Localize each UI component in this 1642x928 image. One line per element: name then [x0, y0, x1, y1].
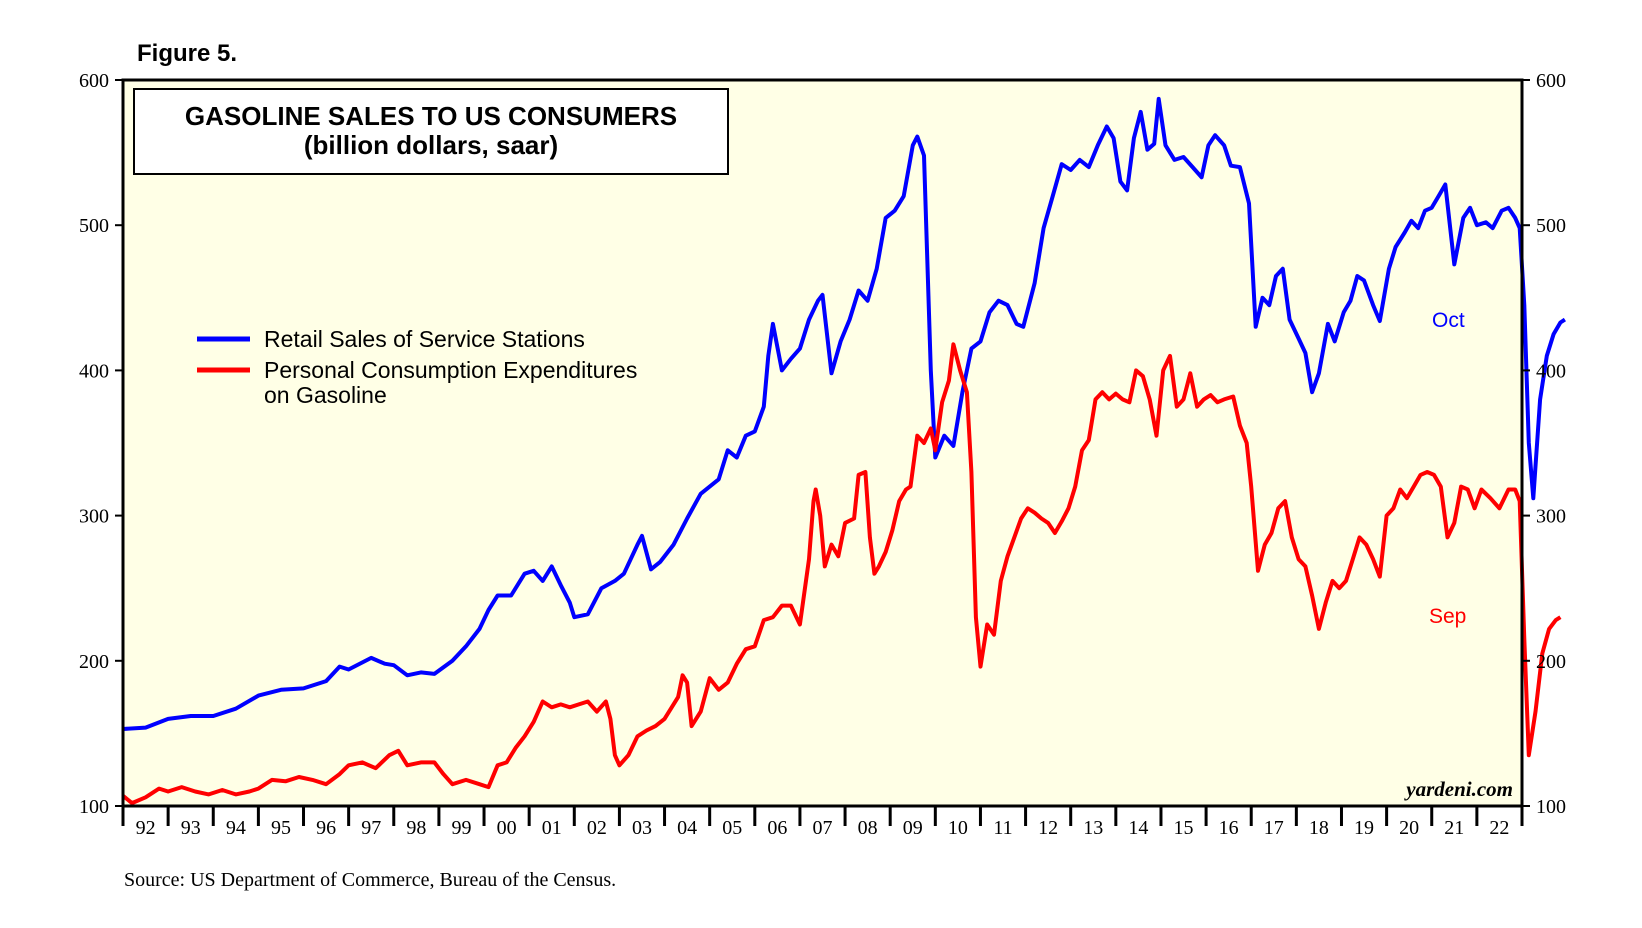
figure-label: Figure 5. [137, 40, 237, 67]
legend-label-red-line1: Personal Consumption Expenditures [264, 357, 637, 383]
series-end-label-red: Sep [1429, 605, 1466, 628]
x-tick-label: 12 [1038, 817, 1058, 839]
x-tick-label: 93 [181, 817, 201, 839]
x-tick-label: 19 [1354, 817, 1374, 839]
x-tick-label: 18 [1309, 817, 1329, 839]
x-tick-label: 17 [1264, 817, 1284, 839]
x-tick-label: 02 [587, 817, 607, 839]
x-tick-label: 95 [271, 817, 291, 839]
y-tick-label-right: 500 [1536, 215, 1566, 237]
x-tick-label: 16 [1219, 817, 1239, 839]
x-tick-label: 10 [948, 817, 968, 839]
x-tick-label: 99 [451, 817, 471, 839]
x-tick-label: 13 [1083, 817, 1103, 839]
x-tick-label: 97 [361, 817, 381, 839]
x-tick-label: 22 [1489, 817, 1509, 839]
watermark: yardeni.com [1403, 777, 1513, 801]
series-line-retail-sales [122, 96, 1566, 731]
plot-frame [121, 78, 1524, 808]
x-tick-label: 00 [497, 817, 517, 839]
y-tick-label-right: 100 [1536, 796, 1566, 818]
x-tick-label: 07 [813, 817, 833, 839]
x-tick-label: 08 [858, 817, 878, 839]
x-tick-label: 09 [903, 817, 923, 839]
x-tick-label: 96 [316, 817, 336, 839]
x-tick-label: 14 [1128, 817, 1148, 839]
y-tick-label-left: 100 [79, 796, 109, 818]
y-tick-label-right: 200 [1536, 651, 1566, 673]
x-tick-label: 06 [767, 817, 787, 839]
y-tick-label-right: 400 [1536, 360, 1566, 382]
x-tick-label: 98 [406, 817, 426, 839]
x-tick-label: 15 [1174, 817, 1194, 839]
legend: Retail Sales of Service Stations Persona… [197, 326, 637, 408]
series-line-pce-gasoline [121, 342, 1562, 806]
source-note: Source: US Department of Commerce, Burea… [124, 869, 616, 891]
y-tick-label-left: 500 [79, 215, 109, 237]
title-box [133, 88, 729, 175]
y-tick-label-left: 200 [79, 651, 109, 673]
x-tick-label: 21 [1444, 817, 1464, 839]
chart-subtitle: (billion dollars, saar) [304, 130, 558, 160]
y-tick-label-right: 300 [1536, 506, 1566, 528]
legend-label-red-line2: on Gasoline [264, 382, 387, 408]
x-tick-label: 11 [993, 817, 1012, 839]
x-tick-label: 05 [722, 817, 742, 839]
x-tick-label: 92 [136, 817, 156, 839]
x-tick-label: 20 [1399, 817, 1419, 839]
series-end-label-blue: Oct [1432, 309, 1465, 332]
y-tick-label-left: 300 [79, 506, 109, 528]
x-tick-label: 01 [542, 817, 562, 839]
y-tick-label-left: 400 [79, 360, 109, 382]
y-tick-label-left: 600 [79, 70, 109, 92]
x-tick-label: 04 [677, 817, 697, 839]
legend-label-blue: Retail Sales of Service Stations [264, 326, 585, 352]
y-tick-label-right: 600 [1536, 70, 1566, 92]
series-group [121, 96, 1566, 806]
x-tick-label: 94 [226, 817, 246, 839]
plot-area [123, 80, 1522, 806]
x-tick-label: 03 [632, 817, 652, 839]
chart-title: GASOLINE SALES TO US CONSUMERS [185, 101, 677, 131]
